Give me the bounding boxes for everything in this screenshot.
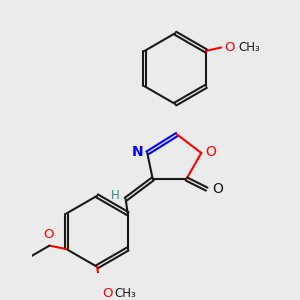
Text: CH₃: CH₃ bbox=[114, 287, 136, 300]
Text: O: O bbox=[225, 41, 235, 54]
Text: O: O bbox=[206, 145, 216, 159]
Text: H: H bbox=[111, 189, 120, 203]
Text: CH₃: CH₃ bbox=[238, 41, 260, 54]
Text: O: O bbox=[212, 182, 223, 196]
Text: O: O bbox=[44, 228, 54, 241]
Text: N: N bbox=[132, 145, 143, 159]
Text: O: O bbox=[102, 287, 112, 300]
